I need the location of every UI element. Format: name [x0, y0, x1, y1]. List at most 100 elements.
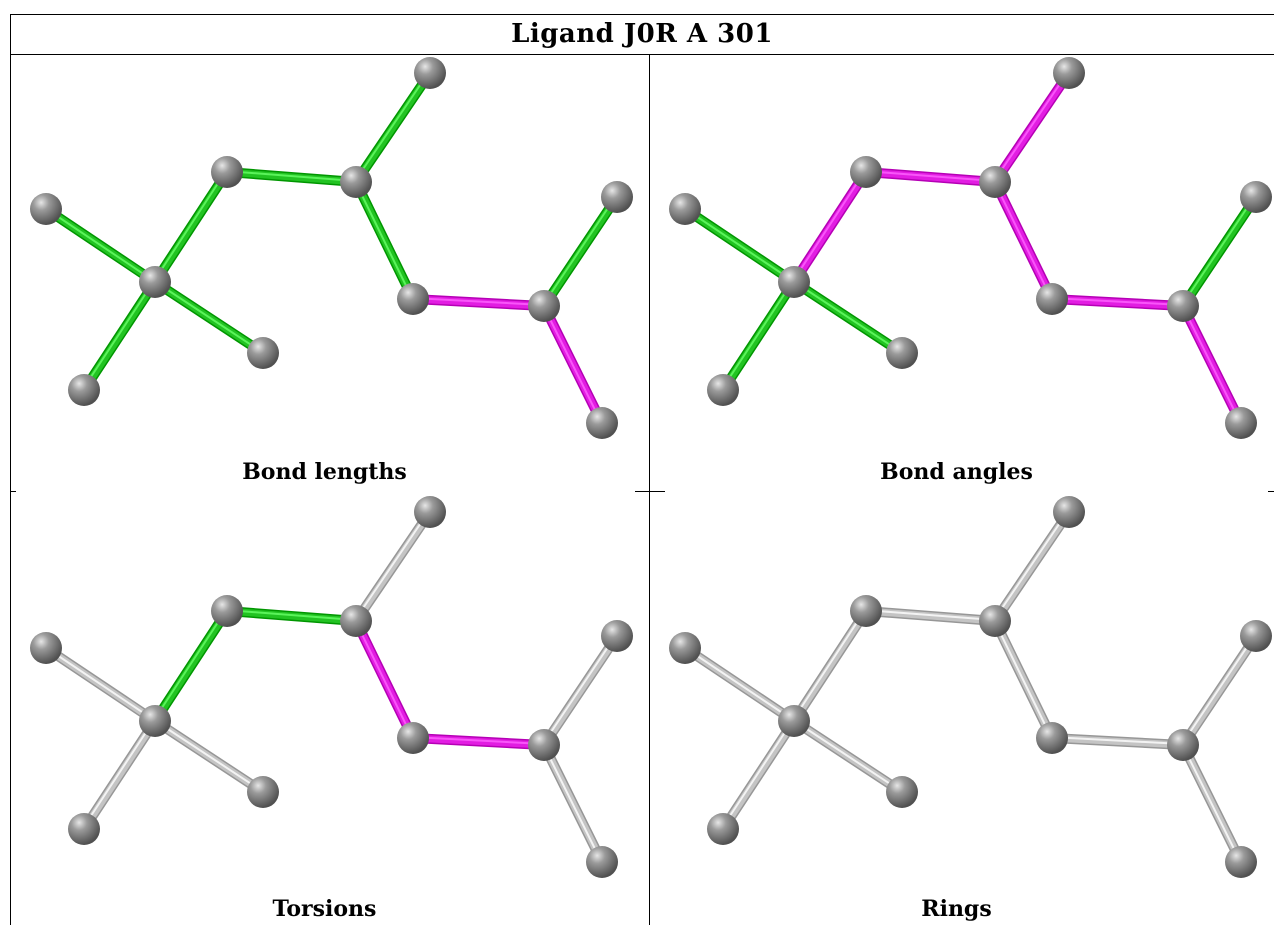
atom-a5 [30, 632, 62, 664]
atom-a6 [778, 266, 810, 298]
bond-b4 [41, 643, 160, 726]
atom-a8 [528, 290, 560, 322]
atom-a10 [707, 374, 739, 406]
atom-a1 [1053, 496, 1085, 528]
atom-a7 [397, 722, 429, 754]
atom-a9 [247, 337, 279, 369]
atom-a10 [68, 374, 100, 406]
atom-a5 [30, 193, 62, 225]
atom-a6 [139, 266, 171, 298]
atom-a10 [68, 813, 100, 845]
atom-a7 [1036, 283, 1068, 315]
bond-b8 [408, 733, 549, 750]
panel-caption: Torsions [272, 896, 377, 922]
bond-b7 [990, 616, 1057, 743]
panel-caption: Bond lengths [242, 459, 407, 485]
atom-a3 [340, 605, 372, 637]
bond-b2 [861, 606, 1000, 626]
bond-b5 [789, 716, 907, 797]
border-center [649, 54, 650, 925]
atom-a7 [397, 283, 429, 315]
border-row-divider-mid [635, 491, 665, 492]
bond-b6 [718, 716, 799, 834]
atom-a8 [528, 729, 560, 761]
molecule-diagram [30, 57, 633, 439]
atom-a4 [1240, 620, 1272, 652]
atom-a11 [1225, 846, 1257, 878]
bond-b3 [789, 167, 871, 287]
atom-a5 [669, 632, 701, 664]
panel-bond-lengths: Bond lengths [0, 0, 649, 492]
bond-b10 [1178, 301, 1246, 428]
atom-a1 [414, 57, 446, 89]
bond-b1 [351, 507, 435, 626]
bond-b1 [990, 68, 1074, 187]
page-title: Ligand J0R A 301 [511, 19, 773, 49]
bond-b9 [1178, 192, 1261, 311]
atom-a8 [1167, 729, 1199, 761]
border-top [10, 14, 1274, 15]
bond-b9 [539, 631, 622, 750]
bond-b1 [990, 507, 1074, 626]
bond-b8 [1047, 733, 1188, 750]
bond-b9 [1178, 631, 1261, 750]
bond-b10 [539, 301, 607, 428]
bond-b10 [1178, 740, 1246, 867]
atom-a9 [886, 337, 918, 369]
atom-a2 [211, 156, 243, 188]
bond-b7 [351, 177, 418, 304]
bond-b2 [222, 606, 361, 626]
bond-b1 [351, 68, 435, 187]
panel-caption: Rings [921, 896, 992, 922]
bond-b3 [150, 606, 232, 726]
bond-b5 [150, 716, 268, 797]
bond-b4 [41, 204, 160, 287]
bond-b4 [680, 204, 799, 287]
atom-a6 [139, 705, 171, 737]
bond-b2 [861, 167, 1000, 187]
atom-a11 [586, 846, 618, 878]
border-left [10, 14, 11, 925]
bond-b7 [351, 616, 418, 743]
panel-bond-angles: Bond angles [639, 0, 1274, 492]
panel-torsions: Torsions [0, 440, 649, 925]
atom-a4 [1240, 181, 1272, 213]
atom-a9 [886, 776, 918, 808]
atom-a11 [1225, 407, 1257, 439]
panel-rings: Rings [639, 440, 1274, 925]
bond-b10 [539, 740, 607, 867]
border-row-divider-left [10, 491, 16, 492]
bond-b5 [150, 277, 268, 358]
atom-a9 [247, 776, 279, 808]
bond-b4 [680, 643, 799, 726]
bond-b3 [150, 167, 232, 287]
bond-b7 [990, 177, 1057, 304]
atom-a7 [1036, 722, 1068, 754]
bond-b6 [79, 716, 160, 834]
bond-b2 [222, 167, 361, 187]
bond-b8 [1047, 294, 1188, 311]
bond-b5 [789, 277, 907, 358]
border-row-divider-right [1268, 491, 1274, 492]
molecule-diagram [669, 57, 1272, 439]
atom-a2 [850, 156, 882, 188]
border-title-bottom [10, 54, 1274, 55]
atom-a10 [707, 813, 739, 845]
atom-a11 [586, 407, 618, 439]
bond-b3 [789, 606, 871, 726]
atom-a1 [1053, 57, 1085, 89]
atom-a2 [211, 595, 243, 627]
molecule-diagram [30, 496, 633, 878]
atom-a3 [979, 605, 1011, 637]
bond-b8 [408, 294, 549, 311]
atom-a6 [778, 705, 810, 737]
atom-a1 [414, 496, 446, 528]
molecule-diagram [669, 496, 1272, 878]
atom-a3 [979, 166, 1011, 198]
panel-caption: Bond angles [880, 459, 1033, 485]
atom-a8 [1167, 290, 1199, 322]
bond-b9 [539, 192, 622, 311]
atom-a4 [601, 620, 633, 652]
atom-a3 [340, 166, 372, 198]
atom-a4 [601, 181, 633, 213]
